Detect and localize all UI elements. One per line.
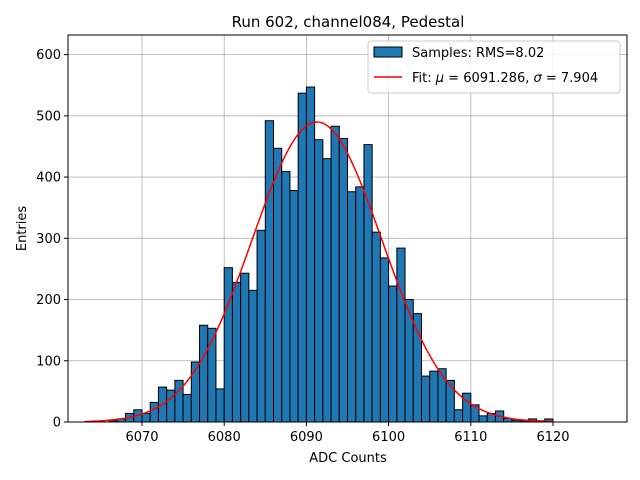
- histogram-bar: [289, 190, 299, 423]
- x-tick-label: 6080: [208, 430, 241, 445]
- histogram-bar: [281, 171, 291, 423]
- fit-curve: [84, 121, 554, 423]
- histogram-bar: [445, 379, 455, 423]
- histogram-bar: [149, 401, 159, 423]
- plot-frame: [67, 34, 628, 423]
- histogram-bar: [355, 186, 365, 423]
- histogram-bar: [462, 392, 472, 423]
- legend-label-fit: Fit: μ = 6091.286, σ = 7.904: [412, 71, 598, 86]
- x-tick-label: 6070: [125, 430, 158, 445]
- histogram-bar: [141, 412, 151, 423]
- y-tick-label: 0: [53, 416, 61, 431]
- histogram-bar: [199, 324, 209, 423]
- histogram-bar: [371, 231, 381, 423]
- x-axis-ticks: 6070 6080 6090 6100 6110 6120: [125, 422, 570, 445]
- histogram-bar: [478, 415, 488, 423]
- histogram-bar: [248, 289, 258, 423]
- histogram-bar: [322, 158, 332, 423]
- histogram-bar: [330, 125, 340, 423]
- y-axis-ticks: 0 100 200 300 400 500 600: [36, 48, 68, 431]
- histogram-bar: [363, 144, 373, 423]
- histogram-bar: [256, 229, 266, 423]
- histogram-bar: [429, 370, 439, 423]
- histogram-bar: [314, 139, 324, 423]
- histogram-bar: [297, 92, 307, 423]
- legend-swatch-samples: [373, 46, 403, 58]
- histogram-bar: [347, 191, 357, 423]
- histogram-bar: [231, 281, 242, 423]
- y-tick-label: 500: [36, 109, 61, 124]
- chart-title: Run 602, channel084, Pedestal: [232, 13, 465, 31]
- y-tick-label: 300: [36, 232, 61, 247]
- histogram-bar: [396, 247, 406, 423]
- histogram-bar: [388, 285, 398, 423]
- histogram-bar: [240, 272, 250, 423]
- histogram-bar: [437, 368, 447, 423]
- y-tick-label: 100: [36, 354, 61, 369]
- histogram-bar: [305, 86, 316, 423]
- x-tick-label: 6100: [372, 430, 405, 445]
- histogram-bars: [108, 86, 554, 423]
- y-axis-label: Entries: [15, 206, 30, 252]
- y-tick-label: 600: [36, 48, 61, 63]
- x-tick-label: 6110: [454, 430, 487, 445]
- y-tick-label: 400: [36, 171, 61, 186]
- histogram-bar: [182, 393, 192, 423]
- histogram-bar: [453, 409, 464, 423]
- histogram-bar: [338, 137, 349, 423]
- legend: Samples: RMS=8.02 Fit: μ = 6091.286, σ =…: [367, 40, 621, 94]
- histogram-bar: [420, 375, 431, 423]
- x-tick-label: 6120: [536, 430, 569, 445]
- histogram-bar: [273, 147, 283, 423]
- x-tick-label: 6090: [290, 430, 323, 445]
- x-axis-label: ADC Counts: [309, 451, 387, 466]
- histogram-bar: [215, 388, 225, 423]
- y-tick-label: 200: [36, 293, 61, 308]
- histogram-bar: [379, 257, 390, 423]
- legend-label-samples: Samples: RMS=8.02: [412, 46, 544, 61]
- histogram-bar: [223, 267, 233, 423]
- legend-box: [367, 40, 621, 94]
- histogram-bar: [264, 120, 275, 423]
